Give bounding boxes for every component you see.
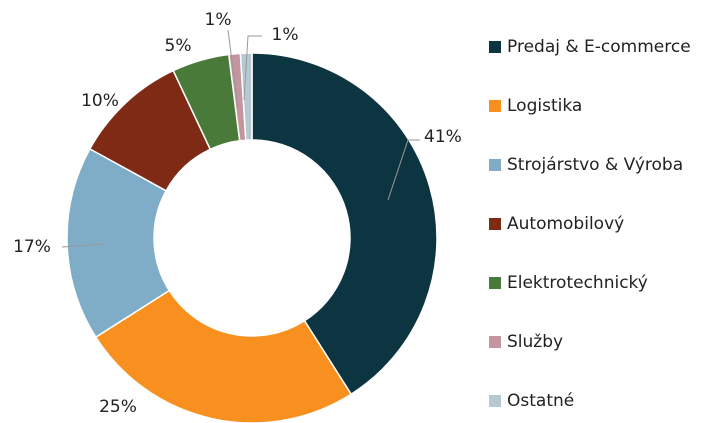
data-label: 5%	[165, 36, 192, 56]
legend-swatch	[489, 159, 501, 171]
data-label: 25%	[99, 397, 137, 417]
data-label: 17%	[13, 237, 51, 257]
legend-label: Ostatné	[507, 391, 574, 411]
data-label: 10%	[81, 91, 119, 111]
legend-label: Strojárstvo & Výroba	[507, 155, 683, 175]
leader-line	[227, 29, 239, 109]
leader-line	[387, 139, 420, 201]
legend-swatch	[489, 395, 501, 407]
legend-swatch	[489, 277, 501, 289]
donut-slice	[251, 52, 438, 396]
leader-line	[243, 35, 262, 101]
legend-swatch	[489, 218, 501, 230]
legend-swatch	[489, 336, 501, 348]
data-label: 1%	[205, 10, 232, 30]
donut-slice	[94, 289, 353, 423]
legend-label: Logistika	[507, 96, 582, 116]
donut-slice	[239, 52, 253, 141]
legend-swatch	[489, 41, 501, 53]
legend-swatch	[489, 100, 501, 112]
legend-label: Predaj & E-commerce	[507, 37, 691, 57]
legend-label: Služby	[507, 332, 563, 352]
data-label: 41%	[424, 127, 462, 147]
data-label: 1%	[272, 25, 299, 45]
leader-line	[61, 243, 106, 248]
legend-label: Elektrotechnický	[507, 273, 648, 293]
legend-label: Automobilový	[507, 214, 624, 234]
donut-slice	[66, 147, 171, 339]
